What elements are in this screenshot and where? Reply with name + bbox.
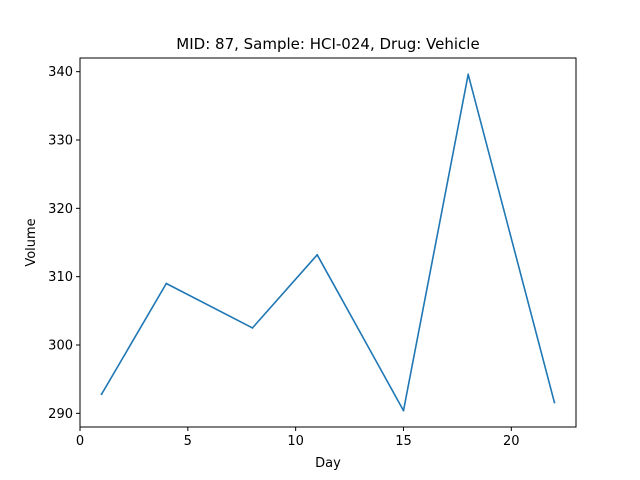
y-tick-label: 290 (48, 407, 73, 422)
plot-area (80, 58, 576, 427)
data-point (100, 393, 103, 396)
data-point (402, 409, 405, 412)
data-point (165, 282, 168, 285)
y-tick-label: 300 (48, 339, 73, 354)
y-axis-ticks: 290 300 310 320 330 340 (48, 65, 80, 422)
x-axis-label: Day (315, 456, 341, 471)
data-point (316, 253, 319, 256)
y-tick-label: 320 (48, 202, 73, 217)
x-tick-label: 0 (76, 434, 84, 449)
x-tick-label: 10 (287, 434, 304, 449)
plot-frame (79, 57, 577, 428)
y-tick-label: 340 (48, 65, 73, 80)
chart-title: MID: 87, Sample: HCI-024, Drug: Vehicle (176, 35, 479, 53)
series-layer (100, 73, 556, 412)
data-point (251, 327, 254, 329)
x-tick-label: 15 (395, 434, 412, 449)
y-tick-label: 310 (48, 270, 73, 285)
data-point (467, 73, 470, 76)
x-tick-label: 20 (503, 434, 520, 449)
x-axis-ticks: 0 5 10 15 20 (76, 427, 520, 449)
y-tick-label: 330 (48, 134, 73, 149)
data-point (553, 401, 556, 404)
x-tick-label: 5 (184, 434, 192, 449)
y-axis-label: Volume (24, 218, 39, 266)
